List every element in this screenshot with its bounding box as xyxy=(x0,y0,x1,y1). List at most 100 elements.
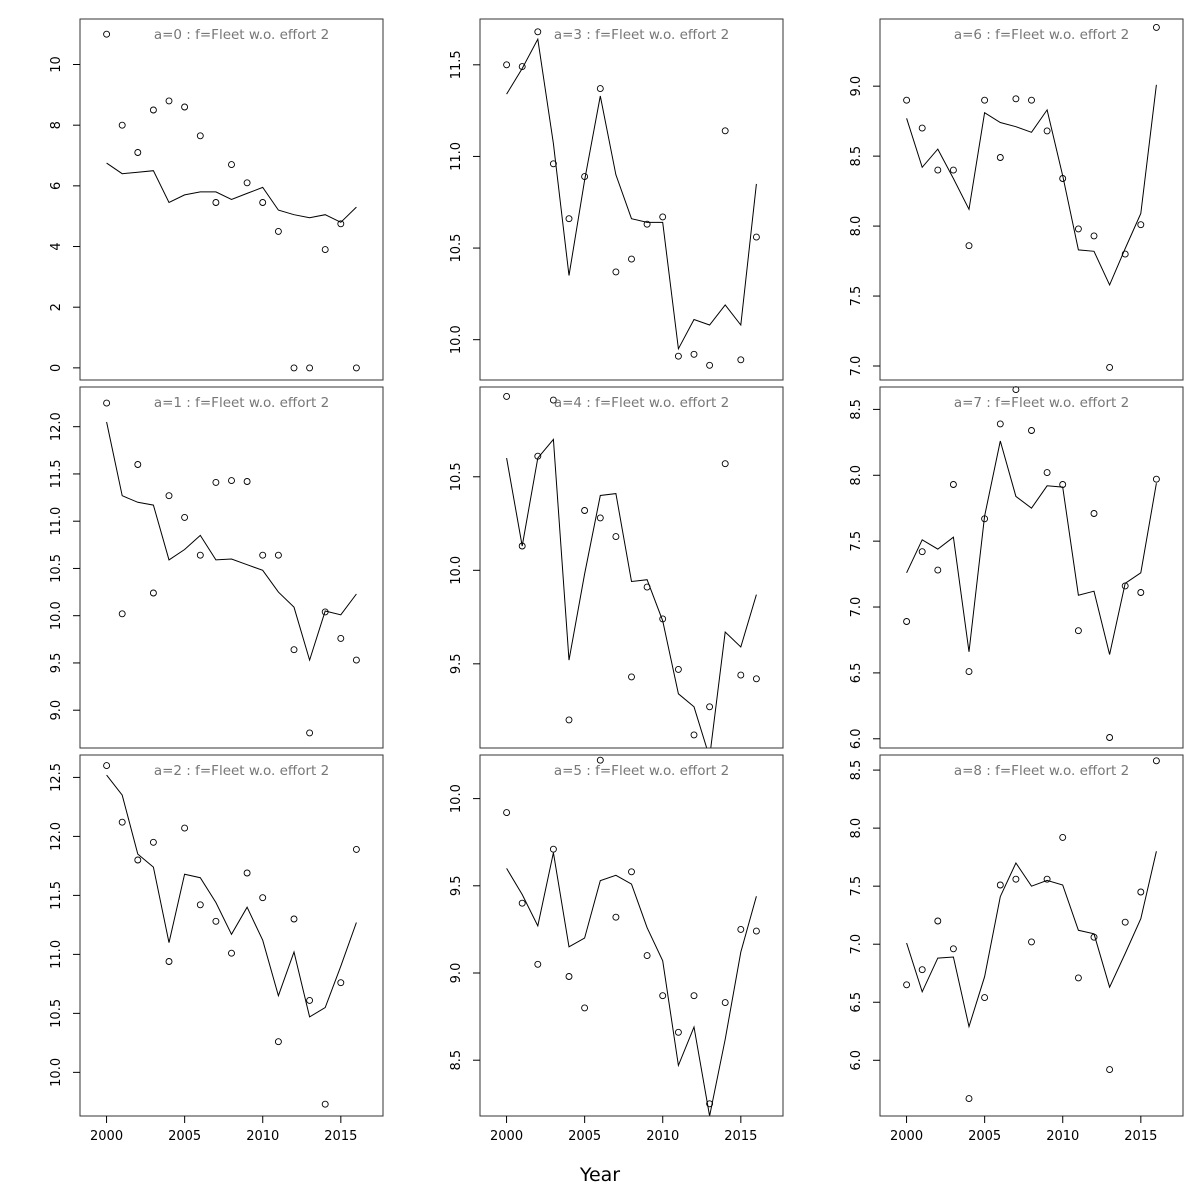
observed-point xyxy=(596,85,604,93)
y-tick-label: 8.5 xyxy=(849,146,864,167)
y-tick-label: 9.5 xyxy=(49,653,64,674)
observed-point xyxy=(1090,933,1098,941)
observed-point xyxy=(690,350,698,358)
observed-point xyxy=(1121,918,1129,926)
y-tick-label: 9.5 xyxy=(449,653,464,674)
observed-point xyxy=(1106,363,1114,371)
observed-point xyxy=(981,515,989,523)
y-tick-label: 6.5 xyxy=(849,663,864,684)
observed-point xyxy=(259,199,267,206)
observed-point xyxy=(1028,938,1035,946)
panel-frame xyxy=(79,18,384,381)
observed-point xyxy=(612,268,620,276)
observed-point xyxy=(181,513,189,521)
observed-point xyxy=(596,756,604,764)
observed-point xyxy=(1152,23,1160,31)
observed-point xyxy=(212,478,220,486)
fitted-line xyxy=(506,37,757,351)
y-tick-label: 7.0 xyxy=(849,356,864,377)
y-tick-label: 7.5 xyxy=(849,286,864,307)
observed-point xyxy=(565,215,573,223)
observed-point xyxy=(1043,875,1051,883)
fitted-line xyxy=(906,440,1157,655)
observed-point xyxy=(581,507,589,514)
panel-3: a=3 : f=Fleet w.o. effort 2 10.0 10.5 11.0 1… xyxy=(449,18,784,381)
observed-point xyxy=(674,1028,682,1036)
observed-point xyxy=(674,665,682,673)
panel-title: a=6 : f=Fleet w.o. effort 2 xyxy=(954,27,1129,43)
observed-point xyxy=(134,461,142,468)
x-tick-label: 2010 xyxy=(246,1129,279,1144)
y-tick-label: 12.5 xyxy=(49,763,64,792)
y-tick-label: 10.0 xyxy=(49,1058,64,1087)
observed-point xyxy=(690,992,698,1000)
observed-point xyxy=(996,154,1004,161)
y-tick-label: 8.0 xyxy=(849,818,864,839)
observed-point xyxy=(196,132,204,140)
y-tick-label: 11.0 xyxy=(49,940,64,969)
observed-point xyxy=(134,856,142,864)
observed-point xyxy=(274,1038,282,1046)
y-tick-label: 10.0 xyxy=(49,601,64,630)
x-tick-label: 2005 xyxy=(968,1129,1001,1144)
observed-point xyxy=(1074,974,1082,982)
panel-title: a=5 : f=Fleet w.o. effort 2 xyxy=(554,763,729,779)
observed-point xyxy=(628,673,635,681)
x-tick-label: 2015 xyxy=(324,1129,357,1144)
panel-5: a=5 : f=Fleet w.o. effort 2 8.5 9.0 9.5 10.0… xyxy=(449,754,784,1144)
observed-point xyxy=(518,542,526,550)
observed-point xyxy=(752,233,760,241)
observed-point xyxy=(181,103,189,111)
panel-7: a=7 : f=Fleet w.o. effort 2 6.0 6.5 7.0 7.5 8… xyxy=(849,386,1184,749)
panel-title: a=8 : f=Fleet w.o. effort 2 xyxy=(954,763,1129,779)
observed-point xyxy=(518,63,526,71)
y-tick-label: 8.0 xyxy=(849,465,864,486)
y-tick-label: 9.0 xyxy=(849,76,864,97)
observed-point xyxy=(165,492,173,500)
observed-point xyxy=(965,242,973,250)
y-tick-label: 10.0 xyxy=(449,556,464,585)
observed-point xyxy=(352,364,360,372)
observed-point xyxy=(1137,888,1145,896)
observed-point xyxy=(1137,589,1145,596)
observed-point xyxy=(706,1100,714,1108)
fitted-line xyxy=(106,162,357,223)
observed-point xyxy=(534,452,542,460)
observed-point xyxy=(352,845,360,853)
panel-title: a=7 : f=Fleet w.o. effort 2 xyxy=(954,395,1129,411)
observed-point xyxy=(549,396,557,404)
observed-point xyxy=(752,927,760,935)
observed-point xyxy=(612,533,620,541)
observed-point xyxy=(118,121,126,129)
panel-6: a=6 : f=Fleet w.o. effort 2 7.0 7.5 8.0 8.5 9… xyxy=(849,18,1184,381)
observed-point xyxy=(1059,481,1067,488)
observed-point xyxy=(996,881,1004,889)
y-tick-label: 6 xyxy=(49,182,64,190)
observed-point xyxy=(259,551,267,559)
observed-point xyxy=(949,481,957,488)
observed-point xyxy=(243,478,251,485)
observed-point xyxy=(1043,127,1051,135)
observed-point xyxy=(903,618,911,625)
y-tick-label: 10.0 xyxy=(449,784,464,813)
observed-point xyxy=(643,220,651,228)
y-tick-label: 7.0 xyxy=(849,597,864,618)
observed-point xyxy=(659,213,667,221)
observed-point xyxy=(149,838,157,846)
observed-point xyxy=(518,899,526,907)
y-tick-label: 10.5 xyxy=(49,999,64,1028)
observed-point xyxy=(934,166,942,174)
y-tick-label: 11.5 xyxy=(449,50,464,79)
y-tick-label: 6.0 xyxy=(849,1050,864,1071)
observed-point xyxy=(196,551,204,559)
observed-point xyxy=(934,566,942,574)
observed-point xyxy=(1028,96,1035,104)
observed-point xyxy=(103,30,111,38)
observed-point xyxy=(103,399,111,407)
observed-point xyxy=(290,364,298,372)
observed-point xyxy=(306,729,314,737)
observed-point xyxy=(549,160,557,168)
observed-point xyxy=(1152,757,1160,765)
observed-point xyxy=(721,999,729,1007)
y-tick-label: 8.5 xyxy=(849,760,864,781)
